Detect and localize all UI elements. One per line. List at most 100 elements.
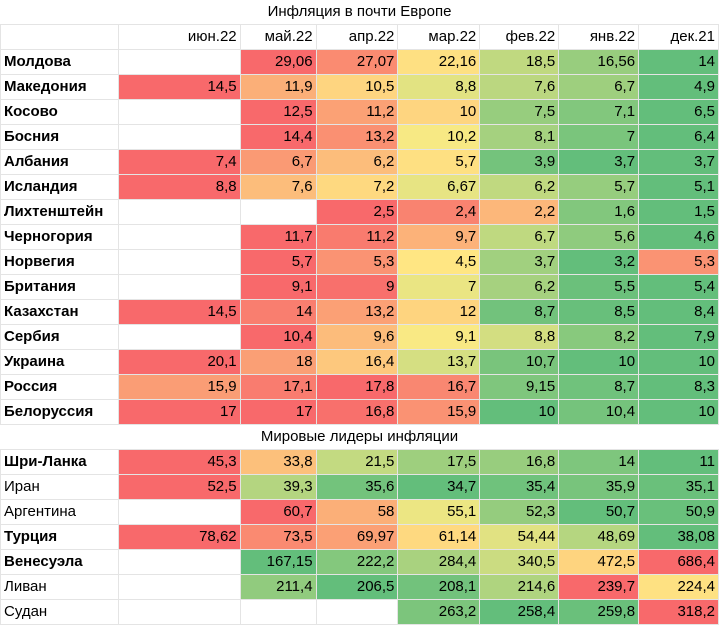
value-cell: 10 xyxy=(479,399,560,425)
value-cell: 55,1 xyxy=(397,499,481,525)
value-cell: 3,2 xyxy=(558,249,640,275)
value-cell: 7,2 xyxy=(315,174,399,200)
column-header: июн.22 xyxy=(117,24,241,50)
column-header: фев.22 xyxy=(479,24,560,50)
value-cell: 9,1 xyxy=(239,274,317,300)
value-cell: 6,7 xyxy=(239,149,317,175)
table-row: Турция 78,62 73,5 69,97 61,14 54,44 48,69 38,08 xyxy=(0,524,719,550)
value-cell: 3,7 xyxy=(558,149,640,175)
value-cell: 35,4 xyxy=(479,474,560,500)
value-cell: 259,8 xyxy=(558,599,640,625)
country-name: Украина xyxy=(0,349,119,375)
value-cell: 8,1 xyxy=(479,124,560,150)
value-cell: 29,06 xyxy=(239,49,317,75)
value-cell: 8,5 xyxy=(558,299,640,325)
table-row: Казахстан 14,5 14 13,2 12 8,7 8,5 8,4 xyxy=(0,299,719,325)
value-cell: 2,2 xyxy=(479,199,560,225)
value-cell: 8,4 xyxy=(638,299,719,325)
table-row: Лихтенштейн 2,5 2,4 2,2 1,6 1,5 xyxy=(0,199,719,225)
value-cell: 22,16 xyxy=(397,49,481,75)
value-cell: 5,1 xyxy=(638,174,719,200)
value-cell xyxy=(239,599,317,625)
value-cell: 10 xyxy=(558,349,640,375)
value-cell: 239,7 xyxy=(558,574,640,600)
table-row: Россия 15,9 17,1 17,8 16,7 9,15 8,7 8,3 xyxy=(0,374,719,400)
value-cell: 13,2 xyxy=(315,299,399,325)
value-cell: 10 xyxy=(638,399,719,425)
value-cell: 11 xyxy=(638,449,719,475)
value-cell: 6,2 xyxy=(315,149,399,175)
value-cell: 6,4 xyxy=(638,124,719,150)
value-cell xyxy=(117,49,241,75)
value-cell: 16,8 xyxy=(479,449,560,475)
value-cell xyxy=(117,99,241,125)
value-cell: 18,5 xyxy=(479,49,560,75)
value-cell: 78,62 xyxy=(117,524,241,550)
value-cell: 167,15 xyxy=(239,549,317,575)
value-cell: 8,8 xyxy=(117,174,241,200)
value-cell: 35,9 xyxy=(558,474,640,500)
table-row: Судан 263,2 258,4 259,8 318,2 xyxy=(0,599,719,625)
country-name: Черногория xyxy=(0,224,119,250)
value-cell: 214,6 xyxy=(479,574,560,600)
value-cell: 73,5 xyxy=(239,524,317,550)
value-cell: 35,1 xyxy=(638,474,719,500)
table-row: Сербия 10,4 9,6 9,1 8,8 8,2 7,9 xyxy=(0,324,719,350)
country-name: Белоруссия xyxy=(0,399,119,425)
value-cell: 8,8 xyxy=(397,74,481,100)
value-cell xyxy=(117,574,241,600)
value-cell: 1,6 xyxy=(558,199,640,225)
value-cell: 16,8 xyxy=(315,399,399,425)
value-cell: 7 xyxy=(558,124,640,150)
value-cell xyxy=(117,199,241,225)
value-cell: 7,5 xyxy=(479,99,560,125)
value-cell: 263,2 xyxy=(397,599,481,625)
value-cell: 52,3 xyxy=(479,499,560,525)
column-header: дек.21 xyxy=(638,24,719,50)
value-cell: 4,9 xyxy=(638,74,719,100)
value-cell: 6,2 xyxy=(479,174,560,200)
value-cell: 340,5 xyxy=(479,549,560,575)
value-cell: 284,4 xyxy=(397,549,481,575)
value-cell: 2,4 xyxy=(397,199,481,225)
value-cell: 14 xyxy=(558,449,640,475)
value-cell: 17 xyxy=(239,399,317,425)
country-name: Македония xyxy=(0,74,119,100)
value-cell: 7,4 xyxy=(117,149,241,175)
table-row: Белоруссия 17 17 16,8 15,9 10 10,4 10 xyxy=(0,399,719,425)
value-cell: 58 xyxy=(315,499,399,525)
value-cell: 14,5 xyxy=(117,74,241,100)
value-cell: 35,6 xyxy=(315,474,399,500)
table-row: Шри-Ланка 45,3 33,8 21,5 17,5 16,8 14 11 xyxy=(0,449,719,475)
value-cell: 12 xyxy=(397,299,481,325)
value-cell: 15,9 xyxy=(397,399,481,425)
value-cell: 52,5 xyxy=(117,474,241,500)
table-row: Исландия 8,8 7,6 7,2 6,67 6,2 5,7 5,1 xyxy=(0,174,719,200)
value-cell: 17 xyxy=(117,399,241,425)
country-name: Норвегия xyxy=(0,249,119,275)
table-row: Украина 20,1 18 16,4 13,7 10,7 10 10 xyxy=(0,349,719,375)
value-cell: 20,1 xyxy=(117,349,241,375)
table-row: Британия 9,1 9 7 6,2 5,5 5,4 xyxy=(0,274,719,300)
country-name: Шри-Ланка xyxy=(0,449,119,475)
value-cell: 4,6 xyxy=(638,224,719,250)
value-cell xyxy=(117,599,241,625)
value-cell: 45,3 xyxy=(117,449,241,475)
value-cell: 7,6 xyxy=(239,174,317,200)
country-name: Судан xyxy=(0,599,119,625)
value-cell: 15,9 xyxy=(117,374,241,400)
value-cell: 8,2 xyxy=(558,324,640,350)
table-row: Косово 12,5 11,2 10 7,5 7,1 6,5 xyxy=(0,99,719,125)
value-cell xyxy=(117,249,241,275)
table-title: Инфляция в почти Европе xyxy=(267,3,452,20)
table-row: Македония 14,5 11,9 10,5 8,8 7,6 6,7 4,9 xyxy=(0,74,719,100)
value-cell: 12,5 xyxy=(239,99,317,125)
value-cell: 18 xyxy=(239,349,317,375)
value-cell: 50,9 xyxy=(638,499,719,525)
country-name: Казахстан xyxy=(0,299,119,325)
table-row: Молдова 29,06 27,07 22,16 18,5 16,56 14 xyxy=(0,49,719,75)
value-cell: 686,4 xyxy=(638,549,719,575)
value-cell: 17,5 xyxy=(397,449,481,475)
value-cell: 61,14 xyxy=(397,524,481,550)
value-cell: 3,7 xyxy=(638,149,719,175)
